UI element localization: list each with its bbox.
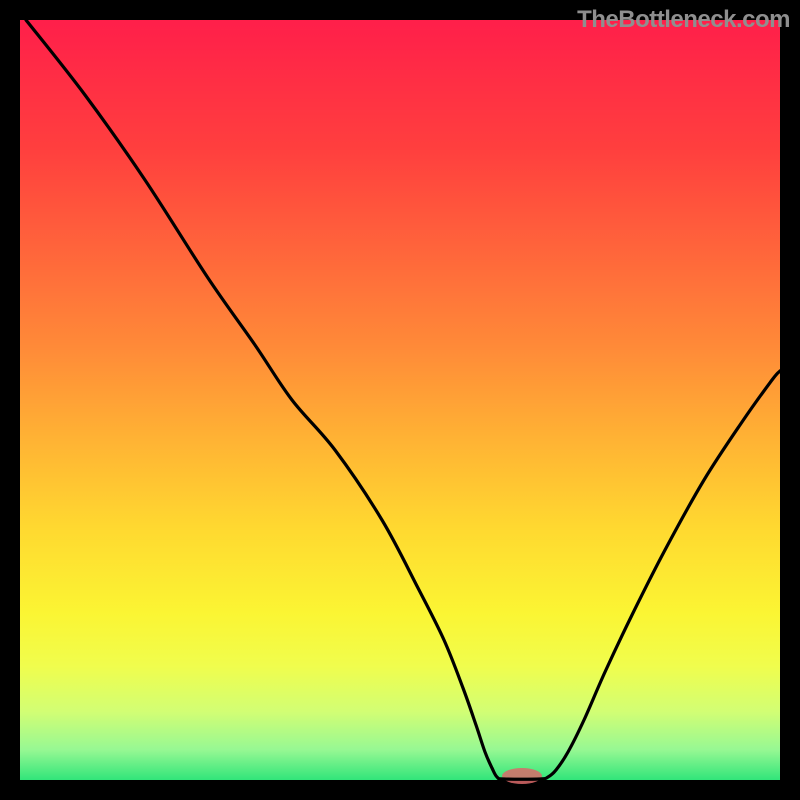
chart-plot-area [20,20,780,780]
bottleneck-chart [0,0,800,800]
watermark-text: TheBottleneck.com [577,6,790,34]
optimum-marker [502,768,542,784]
chart-stage: TheBottleneck.com [0,0,800,800]
